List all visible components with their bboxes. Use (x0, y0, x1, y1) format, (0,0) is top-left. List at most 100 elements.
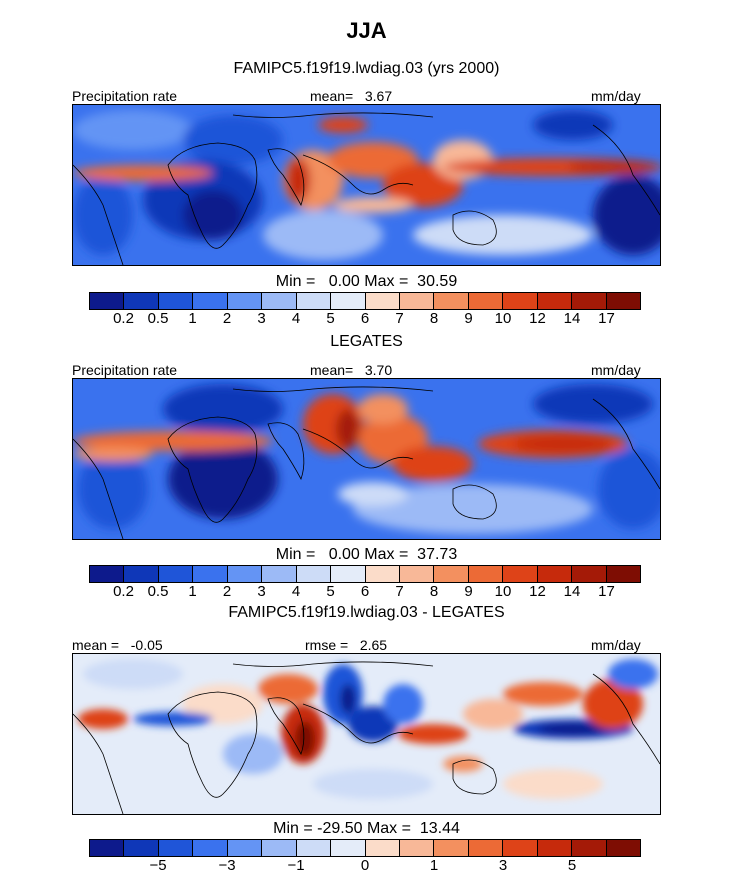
model-colorbar-tick-label: 4 (291, 310, 301, 327)
model-colorbar-tick-label: 9 (464, 310, 473, 327)
obs-colorbar-tick-label: 5 (326, 583, 335, 600)
obs-colorbar-swatch (399, 566, 435, 582)
model-colorbar-tick-label: 3 (257, 310, 266, 327)
diff-colorbar (89, 839, 641, 857)
obs-colorbar-swatch (503, 566, 538, 582)
obs-colorbar-swatch (468, 566, 504, 582)
obs-min-max: Min = 0.00 Max = 37.73 (275, 546, 458, 563)
model-colorbar-swatch (296, 293, 332, 309)
diff-mean-label: mean = -0.05 (72, 637, 163, 653)
obs-colorbar-swatch (124, 566, 159, 582)
diff-precip-map (72, 653, 661, 815)
obs-precip-map-graphic (73, 379, 660, 539)
obs-units-label: mm/day (591, 362, 641, 378)
model-colorbar-swatch (606, 293, 640, 309)
diff-min-max: Min = -29.50 Max = 13.44 (273, 820, 460, 837)
diff-colorbar-swatch (572, 840, 607, 856)
obs-colorbar-tick-label: 2 (222, 583, 232, 600)
obs-colorbar-labels: 0.2 0.5 1 2 3 4 5 6 7 8 9 10 12 14 17 (89, 583, 641, 601)
model-colorbar-swatch (365, 293, 400, 309)
model-colorbar-swatch (331, 293, 366, 309)
obs-panel-heading: LEGATES (330, 333, 403, 350)
model-colorbar-tick-label: 12 (529, 310, 546, 327)
diff-colorbar-swatch (503, 840, 538, 856)
model-colorbar-tick-label: 1 (188, 310, 197, 327)
model-colorbar-tick-label: 0.5 (147, 310, 169, 327)
diff-colorbar-tick-label: −5 (149, 857, 167, 874)
model-colorbar-swatch (434, 293, 469, 309)
obs-colorbar-tick-label: 4 (291, 583, 301, 600)
diff-colorbar-swatch (227, 840, 263, 856)
diff-rmse-label: rmse = 2.65 (305, 637, 388, 653)
diff-panel-heading: FAMIPC5.f19f19.lwdiag.03 - LEGATES (228, 604, 505, 621)
model-colorbar-swatch (193, 293, 228, 309)
model-colorbar-tick-label: 10 (494, 310, 512, 327)
obs-colorbar-swatch (572, 566, 607, 582)
obs-colorbar-tick-label: 14 (563, 583, 581, 600)
model-colorbar-swatch (262, 293, 297, 309)
model-colorbar-swatch (537, 293, 573, 309)
obs-colorbar-tick-label: 7 (395, 583, 404, 600)
obs-colorbar-swatch (227, 566, 263, 582)
model-colorbar-swatch (158, 293, 194, 309)
obs-colorbar-tick-label: 17 (598, 583, 615, 600)
diff-colorbar-tick-label: −3 (218, 857, 236, 874)
diff-colorbar-tick-label: 3 (498, 857, 508, 874)
obs-colorbar-tick-label: 6 (360, 583, 370, 600)
model-mean-label: mean= 3.67 (310, 88, 393, 104)
model-colorbar-tick-label: 5 (326, 310, 335, 327)
model-colorbar-tick-label: 14 (563, 310, 581, 327)
diff-colorbar-swatch (434, 840, 469, 856)
model-colorbar-tick-label: 2 (222, 310, 232, 327)
model-precip-map (72, 104, 661, 266)
diff-colorbar-swatch (399, 840, 435, 856)
model-variable-label: Precipitation rate (72, 88, 178, 104)
model-colorbar-tick-label: 7 (395, 310, 404, 327)
obs-colorbar-tick-label: 3 (257, 583, 266, 600)
diff-colorbar-swatch (193, 840, 228, 856)
obs-colorbar (89, 565, 641, 583)
africa-coastline (167, 142, 258, 249)
main-title: JJA (346, 18, 387, 43)
diff-colorbar-swatch (90, 840, 125, 856)
model-min-max: Min = 0.00 Max = 30.59 (275, 273, 458, 290)
obs-colorbar-swatch (434, 566, 469, 582)
obs-colorbar-tick-label: 8 (429, 583, 439, 600)
diff-colorbar-labels: −5 −3 −1 0 1 3 5 (89, 857, 641, 875)
model-colorbar-swatch (468, 293, 504, 309)
obs-colorbar-tick-label: 12 (529, 583, 546, 600)
obs-mean-label: mean= 3.70 (310, 362, 393, 378)
model-colorbar-swatch (90, 293, 125, 309)
diff-colorbar-swatch (262, 840, 297, 856)
diff-colorbar-swatch (365, 840, 400, 856)
obs-colorbar-swatch (193, 566, 228, 582)
diff-colorbar-swatch (468, 840, 504, 856)
obs-colorbar-swatch (365, 566, 400, 582)
obs-colorbar-tick-label: 9 (464, 583, 473, 600)
model-panel-heading: FAMIPC5.f19f19.lwdiag.03 (yrs 2000) (233, 60, 500, 77)
diff-colorbar-swatch (331, 840, 366, 856)
diff-colorbar-tick-label: 1 (429, 857, 439, 874)
model-colorbar-swatch (227, 293, 263, 309)
obs-variable-label: Precipitation rate (72, 362, 178, 378)
diff-colorbar-tick-label: 5 (567, 857, 577, 874)
obs-colorbar-swatch (537, 566, 573, 582)
model-colorbar-tick-label: 6 (360, 310, 370, 327)
diff-units-label: mm/day (591, 637, 641, 653)
obs-colorbar-tick-label: 10 (494, 583, 512, 600)
obs-colorbar-tick-label: 1 (188, 583, 197, 600)
model-colorbar (89, 292, 641, 310)
model-colorbar-swatch (503, 293, 538, 309)
diff-colorbar-tick-label: −1 (287, 857, 305, 874)
diff-colorbar-swatch (158, 840, 194, 856)
model-precip-map-graphic (73, 105, 660, 265)
model-colorbar-tick-label: 8 (429, 310, 439, 327)
obs-colorbar-swatch (606, 566, 640, 582)
model-colorbar-swatch (572, 293, 607, 309)
obs-colorbar-swatch (158, 566, 194, 582)
obs-colorbar-tick-label: 0.2 (113, 583, 134, 600)
diff-colorbar-swatch (606, 840, 640, 856)
diff-colorbar-tick-label: 0 (360, 857, 370, 874)
obs-colorbar-swatch (90, 566, 125, 582)
model-colorbar-labels: 0.2 0.5 1 2 3 4 5 6 7 8 9 10 12 14 17 (89, 310, 641, 328)
